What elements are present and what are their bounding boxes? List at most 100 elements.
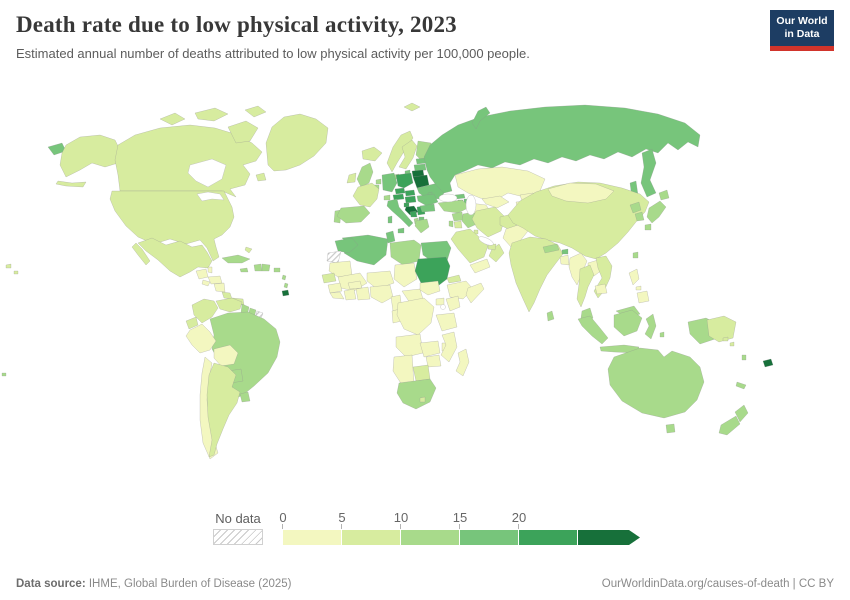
country-united-kingdom[interactable] — [356, 162, 374, 188]
legend-bin-5-10[interactable]: 5 — [338, 510, 400, 545]
country-mozambique[interactable] — [440, 331, 458, 363]
legend-bin-20-25[interactable]: 20 — [512, 510, 577, 545]
country-russia-kamchatka[interactable] — [640, 148, 657, 198]
country-iceland[interactable] — [361, 146, 383, 162]
country-canada-arctic3[interactable] — [244, 105, 267, 118]
country-czechia[interactable] — [394, 187, 406, 195]
country-lesotho[interactable] — [419, 396, 426, 403]
country-uruguay[interactable] — [239, 391, 251, 403]
country-libya[interactable] — [389, 239, 422, 266]
country-cambodia[interactable] — [594, 283, 608, 295]
country-papua-new-guinea[interactable] — [706, 315, 737, 343]
country-canada-arctic1[interactable] — [194, 107, 229, 122]
country-norway[interactable] — [386, 130, 414, 173]
legend-no-data[interactable]: No data — [213, 511, 263, 545]
legend-bin-25-plus[interactable]: 25 — [577, 530, 640, 545]
country-mongolia[interactable] — [547, 182, 615, 204]
country-australia[interactable] — [607, 347, 705, 419]
country-indonesia-kalimantan[interactable] — [613, 309, 643, 337]
country-new-zealand-north[interactable] — [734, 404, 749, 423]
country-dominican-republic[interactable] — [261, 263, 271, 272]
country-pacific-island[interactable] — [1, 372, 7, 377]
country-austria[interactable] — [392, 193, 405, 201]
country-madagascar[interactable] — [455, 348, 470, 377]
country-new-caledonia[interactable] — [735, 381, 747, 390]
country-ghana[interactable] — [355, 286, 371, 301]
country-south-africa[interactable] — [396, 378, 437, 410]
country-zimbabwe[interactable] — [425, 354, 442, 368]
country-nigeria[interactable] — [369, 284, 394, 304]
country-eritrea[interactable] — [446, 274, 462, 284]
country-latvia[interactable] — [413, 163, 427, 172]
country-honduras[interactable] — [207, 275, 223, 285]
country-mexico-baja[interactable] — [131, 242, 151, 266]
country-france[interactable] — [352, 182, 380, 208]
country-spain[interactable] — [336, 205, 371, 224]
country-canada-baffin[interactable] — [227, 120, 259, 144]
country-uganda[interactable] — [435, 297, 445, 306]
country-slovakia[interactable] — [404, 189, 416, 197]
country-mexico[interactable] — [137, 237, 213, 278]
country-italy[interactable] — [386, 198, 414, 228]
country-new-zealand-south[interactable] — [718, 415, 741, 436]
country-somalia[interactable] — [465, 282, 485, 304]
country-el-salvador[interactable] — [201, 279, 211, 287]
country-netherlands[interactable] — [375, 178, 382, 185]
country-chad[interactable] — [393, 262, 418, 288]
country-bhutan[interactable] — [561, 248, 569, 255]
country-philippines-mindanao[interactable] — [636, 290, 650, 304]
country-zambia[interactable] — [419, 340, 441, 358]
country-syria[interactable] — [451, 211, 464, 222]
country-svalbard[interactable] — [403, 102, 421, 112]
country-sudan[interactable] — [414, 256, 451, 290]
country-united-states[interactable] — [109, 190, 235, 262]
country-uzbekistan[interactable] — [481, 195, 510, 209]
country-ivory-coast[interactable] — [343, 288, 357, 301]
country-taiwan[interactable] — [632, 251, 639, 259]
country-italy-sardinia[interactable] — [387, 215, 393, 224]
country-trinidad[interactable] — [281, 289, 290, 297]
country-canada-newfoundland[interactable] — [255, 172, 267, 182]
country-drc[interactable] — [396, 297, 435, 336]
country-ireland[interactable] — [346, 172, 357, 184]
country-belize[interactable] — [207, 266, 213, 274]
country-tanzania[interactable] — [435, 312, 458, 332]
country-tunisia[interactable] — [385, 230, 396, 244]
legend-bin-15-20[interactable]: 15 — [453, 510, 518, 545]
country-cuba[interactable] — [221, 254, 251, 264]
country-sri-lanka[interactable] — [546, 310, 555, 322]
country-indonesia-sumatra[interactable] — [577, 315, 609, 345]
country-united-states-hawaii[interactable] — [5, 263, 19, 275]
country-germany[interactable] — [381, 172, 398, 193]
country-bangladesh[interactable] — [559, 254, 570, 266]
country-haiti[interactable] — [253, 263, 263, 272]
country-venezuela[interactable] — [215, 297, 243, 313]
footer-link-text[interactable]: OurWorldinData.org/causes-of-death | CC … — [601, 578, 834, 590]
country-japan-honshu[interactable] — [646, 200, 667, 224]
country-jamaica[interactable] — [239, 267, 249, 273]
country-russia-novaya-zemlya[interactable] — [471, 106, 491, 130]
country-united-states-alaska[interactable] — [59, 134, 121, 178]
country-bulgaria[interactable] — [419, 203, 436, 213]
country-lesser-antilles[interactable] — [281, 274, 289, 289]
country-peru[interactable] — [185, 323, 217, 354]
country-argentina[interactable] — [206, 362, 241, 458]
country-italy-sicily[interactable] — [397, 227, 405, 234]
footer-link[interactable]: OurWorldinData.org/causes-of-death | CC … — [602, 578, 834, 590]
country-japan-kyushu[interactable] — [644, 223, 652, 231]
country-canada-arctic2[interactable] — [159, 112, 186, 126]
country-yemen[interactable] — [469, 258, 491, 274]
country-slovenia[interactable] — [403, 202, 410, 208]
country-tasmania[interactable] — [665, 423, 676, 434]
country-sierra-leone[interactable] — [329, 291, 345, 300]
country-ecuador[interactable] — [185, 316, 199, 330]
country-saudi-arabia[interactable] — [450, 228, 489, 264]
country-fiji[interactable] — [762, 358, 774, 368]
country-sweden[interactable] — [398, 139, 418, 170]
country-nepal[interactable] — [542, 243, 560, 254]
country-poland[interactable] — [395, 172, 414, 189]
country-bosnia[interactable] — [409, 210, 418, 218]
country-indonesia-sulawesi[interactable] — [644, 313, 657, 340]
country-switzerland[interactable] — [383, 194, 391, 201]
owid-logo[interactable]: Our World in Data — [770, 10, 834, 51]
